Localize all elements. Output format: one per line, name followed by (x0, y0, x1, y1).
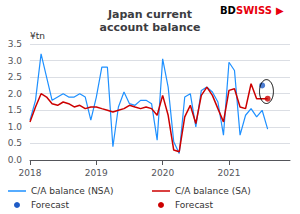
svg-text:C/A balance (SA): C/A balance (SA) (175, 186, 251, 196)
svg-text:1.5: 1.5 (8, 105, 22, 115)
svg-text:C/A balance (NSA): C/A balance (NSA) (31, 186, 113, 196)
svg-text:3.0: 3.0 (8, 56, 23, 66)
svg-text:Forecast: Forecast (175, 200, 214, 210)
svg-text:2018: 2018 (19, 168, 42, 178)
svg-text:0.0: 0.0 (8, 155, 23, 165)
svg-text:2020: 2020 (151, 168, 174, 178)
svg-text:▶: ▶ (276, 5, 284, 16)
svg-text:account balance: account balance (99, 21, 200, 34)
svg-text:0.5: 0.5 (8, 138, 22, 148)
svg-text:¥tn: ¥tn (30, 31, 45, 41)
svg-text:2.5: 2.5 (8, 72, 22, 82)
svg-text:1.0: 1.0 (8, 122, 23, 132)
svg-text:3.5: 3.5 (8, 39, 22, 49)
svg-text:2.0: 2.0 (8, 89, 23, 99)
svg-text:Japan current: Japan current (107, 8, 192, 21)
svg-text:SWISS: SWISS (236, 5, 272, 16)
svg-text:BD: BD (220, 5, 236, 16)
svg-text:Forecast: Forecast (31, 200, 70, 210)
svg-text:2021: 2021 (218, 168, 241, 178)
svg-text:2019: 2019 (85, 168, 108, 178)
